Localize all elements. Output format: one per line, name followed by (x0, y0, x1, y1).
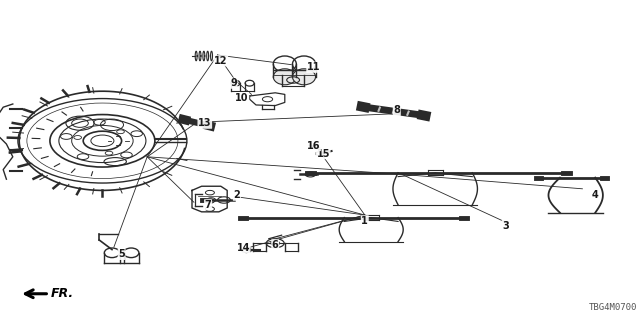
Circle shape (105, 151, 113, 155)
Text: 2: 2 (234, 190, 240, 200)
Text: 4: 4 (592, 190, 598, 200)
Text: FR.: FR. (51, 287, 74, 300)
Text: 10: 10 (235, 92, 249, 103)
Text: 6: 6 (272, 240, 278, 250)
Circle shape (205, 199, 214, 203)
Text: 9: 9 (230, 78, 237, 88)
Text: 8: 8 (394, 105, 400, 116)
Text: 1: 1 (362, 216, 368, 226)
Circle shape (77, 154, 89, 159)
Circle shape (205, 207, 214, 211)
Circle shape (121, 152, 132, 158)
Text: 15: 15 (316, 148, 330, 159)
Text: 14: 14 (236, 243, 250, 253)
Text: 11: 11 (307, 62, 321, 72)
Text: 12: 12 (214, 56, 228, 66)
Circle shape (131, 131, 143, 137)
Text: 5: 5 (118, 249, 125, 260)
Text: TBG4M0700: TBG4M0700 (588, 303, 637, 312)
Circle shape (74, 136, 81, 140)
Text: 3: 3 (502, 220, 509, 231)
Text: 7: 7 (205, 200, 211, 210)
Circle shape (61, 133, 72, 139)
Ellipse shape (273, 69, 296, 85)
Ellipse shape (292, 69, 316, 85)
Circle shape (93, 119, 105, 125)
Circle shape (116, 130, 124, 134)
Circle shape (205, 190, 214, 195)
Text: 13: 13 (198, 118, 212, 128)
Text: 16: 16 (307, 140, 321, 151)
